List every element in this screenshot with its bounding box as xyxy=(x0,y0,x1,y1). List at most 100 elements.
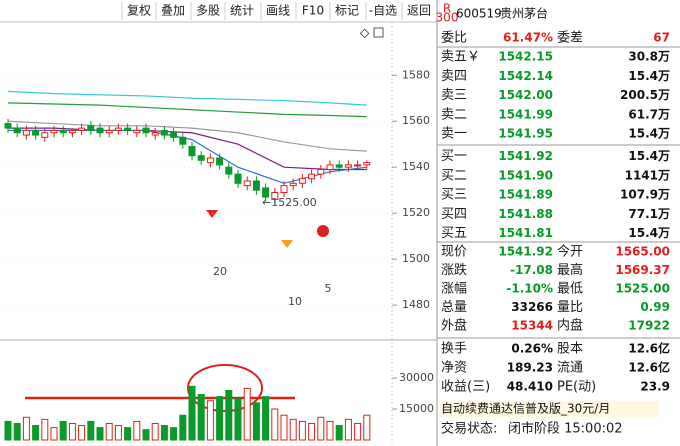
book-label: 卖五￥ xyxy=(441,50,480,65)
fundamental-value: 48.410 xyxy=(507,380,553,394)
candle-body xyxy=(197,155,205,161)
volume-bar xyxy=(4,420,12,441)
low-label: ←1525.00 xyxy=(262,196,317,209)
volume-bar xyxy=(87,420,95,441)
orange-diamond-icon xyxy=(281,240,293,248)
candle-body xyxy=(160,129,168,136)
stat-label: 总量 xyxy=(441,300,467,315)
volume-bar xyxy=(298,420,306,441)
candle-body xyxy=(262,187,270,198)
volume-bar xyxy=(216,396,224,441)
volume-bar xyxy=(96,427,104,441)
y-tick-label: 1580 xyxy=(402,68,430,81)
volume-bar xyxy=(234,398,242,441)
volume-bar xyxy=(170,427,178,441)
volume-bar xyxy=(142,429,150,441)
book-price: 1541.81 xyxy=(498,226,553,240)
toolbar-button[interactable]: 复权 xyxy=(127,4,151,18)
stock-name: 贵州茅台 xyxy=(500,6,548,21)
y-tick-label: 1480 xyxy=(402,298,430,311)
candle-body xyxy=(151,132,159,136)
book-price: 1541.99 xyxy=(498,107,553,121)
book-label: 买一 xyxy=(441,149,467,164)
volume-bar xyxy=(252,402,260,441)
stat-value: 15344 xyxy=(511,319,553,333)
volume-bar xyxy=(262,396,270,441)
stat-label: 涨幅 xyxy=(441,282,467,297)
stat-value: 1525.00 xyxy=(615,282,670,296)
volume-bar xyxy=(41,418,49,441)
book-label: 买二 xyxy=(441,168,467,183)
stat-value: -1.10% xyxy=(506,282,553,296)
toolbar-button[interactable]: -自选 xyxy=(369,4,397,18)
book-volume: 107.9万 xyxy=(620,188,670,202)
candle-body xyxy=(13,127,21,134)
candle-body xyxy=(50,129,58,134)
candle-body xyxy=(252,180,260,191)
book-price: 1542.15 xyxy=(498,50,553,64)
volume-bar xyxy=(59,420,67,441)
candle-body xyxy=(234,173,242,184)
candle-body xyxy=(206,157,214,164)
volume-bar xyxy=(197,394,205,441)
volume-bar xyxy=(344,418,352,441)
toolbar-button[interactable]: 标记 xyxy=(335,4,359,18)
volume-bar xyxy=(354,422,362,441)
toolbar-button[interactable]: 多股 xyxy=(196,4,220,18)
book-price: 1541.88 xyxy=(498,207,553,221)
toolbar-button[interactable]: F10 xyxy=(302,4,324,18)
book-volume: 15.4万 xyxy=(628,127,670,141)
diamond-icon[interactable]: ◇ xyxy=(360,26,370,40)
candle-body xyxy=(335,164,343,168)
book-label: 卖三 xyxy=(441,88,467,103)
volume-bar xyxy=(335,425,343,441)
ad-banner[interactable]: 自动续费通达信普及版_30元/月 xyxy=(441,402,610,416)
toolbar-button[interactable]: 叠加 xyxy=(161,4,185,18)
badge: R xyxy=(443,2,451,16)
candle-body xyxy=(344,164,352,168)
fundamental-label: 流通 xyxy=(557,361,583,376)
candle-body xyxy=(96,127,104,134)
candle-body xyxy=(326,164,334,171)
volume-bar xyxy=(114,425,122,441)
candle-body xyxy=(225,166,233,175)
volume-bar xyxy=(308,422,316,441)
volume-bar xyxy=(160,425,168,441)
candle-body xyxy=(68,129,76,134)
book-price: 1541.92 xyxy=(498,149,553,163)
volume-bar xyxy=(271,408,279,441)
stat-value: 1541.92 xyxy=(498,245,553,259)
ma-line xyxy=(7,90,367,106)
stat-label: 内盘 xyxy=(557,318,583,334)
book-volume: 15.4万 xyxy=(628,226,670,240)
ma-label: 20 xyxy=(213,265,227,278)
book-volume: 200.5万 xyxy=(620,88,670,102)
candle-body xyxy=(78,127,86,131)
candle-body xyxy=(188,146,196,157)
volume-bar xyxy=(326,420,334,441)
volume-bar xyxy=(105,422,113,441)
stat-label: 量比 xyxy=(557,300,583,315)
fundamental-label: 换手 xyxy=(441,342,467,357)
volume-bar xyxy=(124,427,132,441)
ratio-label: 委差 xyxy=(557,31,583,46)
candle-body xyxy=(114,127,122,131)
toolbar-button[interactable]: 统计 xyxy=(230,4,254,18)
candle-body xyxy=(4,123,12,129)
toolbar-button[interactable]: 画线 xyxy=(266,4,290,18)
candle-body xyxy=(308,173,316,180)
book-label: 卖四 xyxy=(441,69,467,84)
banner-bg xyxy=(439,401,659,417)
stat-value: 0.99 xyxy=(640,300,670,314)
volume-bar xyxy=(151,422,159,441)
volume-bar xyxy=(179,414,187,441)
volume-bar xyxy=(317,416,325,441)
box-icon[interactable] xyxy=(373,27,384,38)
volume-bar xyxy=(50,427,58,441)
candle-body xyxy=(87,125,95,131)
ma-label: 5 xyxy=(325,282,332,295)
ratio-value: 61.47% xyxy=(503,31,553,45)
fundamental-value: 0.26% xyxy=(511,342,553,356)
toolbar-button[interactable]: 返回 xyxy=(407,4,431,18)
